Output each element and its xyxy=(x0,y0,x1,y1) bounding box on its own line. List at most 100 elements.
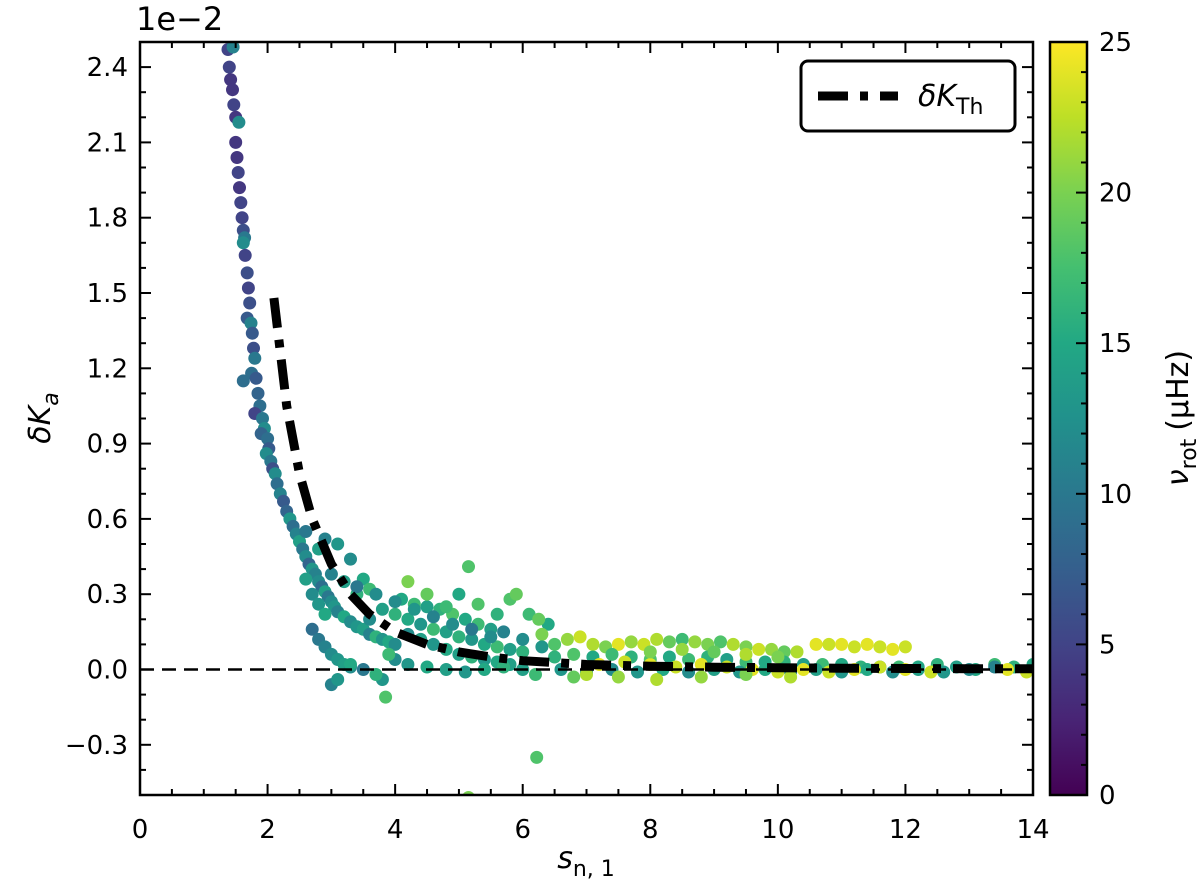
colorbar-ticks: 0 5 10 15 20 25 xyxy=(1076,28,1132,811)
data-point xyxy=(726,637,740,651)
data-point xyxy=(462,560,475,574)
data-point xyxy=(331,537,345,551)
data-point xyxy=(714,635,727,649)
data-point xyxy=(236,236,250,250)
data-point xyxy=(388,595,402,609)
data-point xyxy=(388,637,402,651)
data-point xyxy=(560,632,574,646)
data-point xyxy=(245,326,259,340)
data-point xyxy=(305,622,319,636)
colorbar-gradient xyxy=(1048,40,1089,797)
y-tick-label: −0.3 xyxy=(65,731,128,761)
data-point xyxy=(707,645,721,659)
data-point xyxy=(567,647,581,661)
data-point xyxy=(226,83,239,97)
colorbar-tick-label: 20 xyxy=(1099,179,1132,209)
x-axis-label: sn, 1 xyxy=(557,841,615,879)
data-point xyxy=(516,632,530,646)
data-point xyxy=(414,617,428,631)
x-tick-label: 8 xyxy=(642,815,659,845)
data-point xyxy=(535,627,549,641)
legend-label: δKTh xyxy=(918,79,983,120)
x-axis-ticks: 0 2 4 6 8 10 12 14 xyxy=(132,42,1050,845)
data-point xyxy=(694,658,708,671)
data-point xyxy=(886,642,900,656)
data-point xyxy=(860,637,874,651)
data-point xyxy=(439,663,453,676)
data-point xyxy=(739,647,753,661)
x-tick-label: 12 xyxy=(889,815,922,845)
data-point xyxy=(401,658,415,671)
data-point xyxy=(809,637,823,651)
data-point xyxy=(516,645,530,659)
data-point xyxy=(222,60,236,74)
data-point xyxy=(244,316,258,330)
data-point xyxy=(522,607,536,621)
legend-label-main: δK xyxy=(918,79,958,114)
data-point xyxy=(235,211,249,225)
data-point xyxy=(847,640,861,654)
data-point xyxy=(238,248,252,262)
data-point xyxy=(688,635,702,649)
y-tick-label: 1.2 xyxy=(87,354,128,384)
colorbar-label-unit: (μHz) xyxy=(1161,350,1196,431)
data-point xyxy=(650,632,664,646)
data-point xyxy=(369,587,383,601)
data-point xyxy=(233,181,246,195)
x-axis-label-main: s xyxy=(557,841,573,876)
data-point xyxy=(650,673,664,686)
colorbar-label-main: ν xyxy=(1161,469,1196,486)
data-point xyxy=(312,597,326,611)
colorbar-tick-label: 25 xyxy=(1099,28,1132,58)
data-point xyxy=(324,567,338,581)
plot-area: 0 2 4 6 8 10 12 14 −0.3 0.0 0.3 0.6 0.9 1.2 1.5 1.8 2.1… xyxy=(65,40,1050,845)
data-point xyxy=(873,640,887,654)
data-point xyxy=(462,791,475,795)
x-tick-label: 0 xyxy=(132,815,149,845)
y-tick-label: 0.3 xyxy=(87,580,128,610)
data-point xyxy=(484,630,498,644)
data-point xyxy=(509,587,523,601)
data-point xyxy=(379,690,393,704)
data-point xyxy=(407,602,421,616)
data-point xyxy=(611,670,625,684)
y-tick-label: 1.8 xyxy=(87,204,128,234)
y-tick-label: 2.4 xyxy=(87,53,128,83)
data-point xyxy=(388,607,402,621)
data-point xyxy=(231,166,245,179)
data-point xyxy=(784,670,798,684)
data-point xyxy=(240,266,254,280)
data-point xyxy=(573,630,587,644)
data-point xyxy=(535,640,549,654)
data-point xyxy=(299,572,313,586)
data-point xyxy=(752,642,766,656)
data-point xyxy=(771,650,785,664)
data-point xyxy=(458,665,472,679)
plot-frame xyxy=(138,40,1035,797)
data-point xyxy=(268,467,282,481)
data-point xyxy=(232,115,246,129)
data-point xyxy=(229,135,243,149)
data-point xyxy=(497,625,511,639)
x-tick-label: 2 xyxy=(259,815,276,845)
x-axis-label-subscript: n, 1 xyxy=(573,857,615,879)
data-point xyxy=(898,640,912,654)
data-point xyxy=(643,645,657,659)
data-point xyxy=(344,552,357,566)
data-point xyxy=(224,73,238,87)
data-point xyxy=(420,660,434,674)
data-point xyxy=(375,602,389,616)
data-point xyxy=(548,650,562,664)
data-point xyxy=(567,670,581,684)
data-point xyxy=(236,374,250,388)
colorbar-label: νrot (μHz) xyxy=(1161,350,1200,486)
data-point xyxy=(426,622,440,636)
data-point xyxy=(446,617,460,631)
y-axis-label-main: δK xyxy=(23,403,58,443)
data-point xyxy=(256,412,269,425)
data-point xyxy=(477,663,491,676)
data-point xyxy=(420,587,434,601)
x-tick-label: 14 xyxy=(1016,815,1049,845)
data-point xyxy=(426,637,440,651)
